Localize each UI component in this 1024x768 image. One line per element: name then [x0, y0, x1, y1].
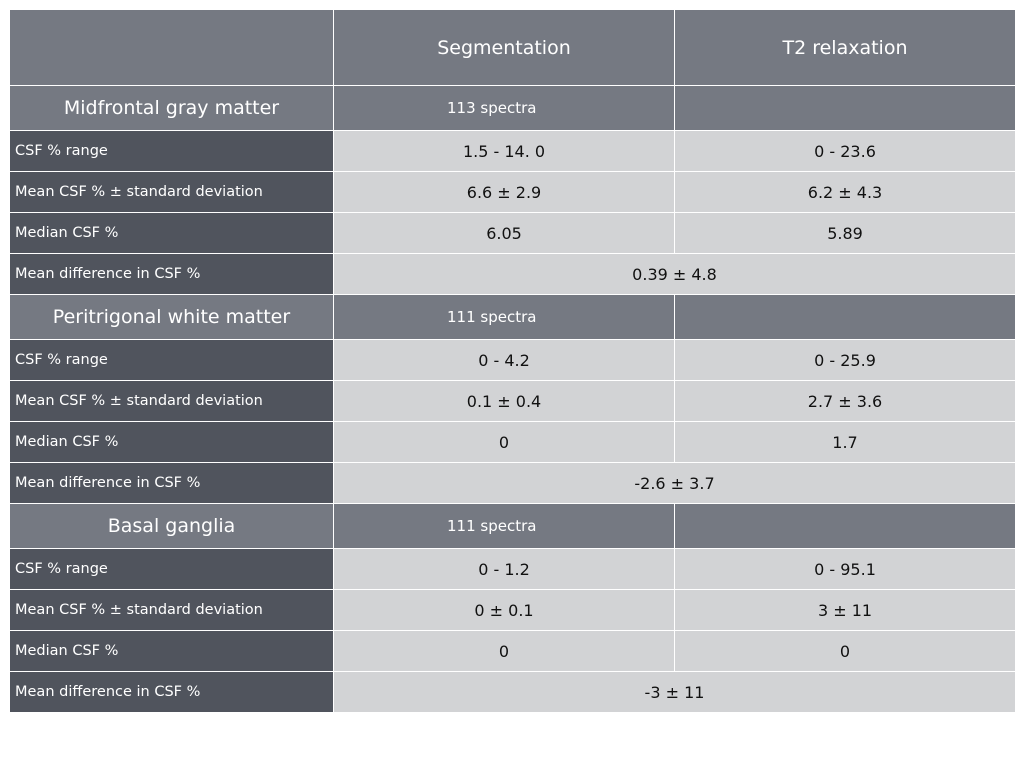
t2-value: 2.7 ± 3.6	[675, 381, 1015, 421]
segmentation-value: 0 - 1.2	[334, 549, 674, 589]
row-label-mean-difference: Mean difference in CSF %	[10, 463, 333, 503]
t2-value: 0 - 95.1	[675, 549, 1015, 589]
segmentation-value: 6.6 ± 2.9	[334, 172, 674, 212]
row-label-median: Median CSF %	[10, 213, 333, 253]
mean-difference-value: -2.6 ± 3.7	[334, 463, 1015, 503]
t2-value: 0 - 25.9	[675, 340, 1015, 380]
section-title-basal-ganglia: Basal ganglia	[10, 504, 333, 548]
segmentation-value: 1.5 - 14. 0	[334, 131, 674, 171]
section-spectra-count: 111 spectra	[334, 504, 674, 548]
row-label-csf-range: CSF % range	[10, 131, 333, 171]
section-spectra-count: 111 spectra	[334, 295, 674, 339]
row-label-mean-sd: Mean CSF % ± standard deviation	[10, 381, 333, 421]
header-segmentation: Segmentation	[334, 10, 674, 85]
row-label-median: Median CSF %	[10, 631, 333, 671]
section-title-peritrigonal: Peritrigonal white matter	[10, 295, 333, 339]
mean-difference-value: 0.39 ± 4.8	[334, 254, 1015, 294]
segmentation-value: 0	[334, 422, 674, 462]
row-label-csf-range: CSF % range	[10, 340, 333, 380]
row-label-csf-range: CSF % range	[10, 549, 333, 589]
row-label-mean-difference: Mean difference in CSF %	[10, 672, 333, 712]
section-empty-cell	[675, 86, 1015, 130]
row-label-median: Median CSF %	[10, 422, 333, 462]
segmentation-value: 0	[334, 631, 674, 671]
header-corner-cell	[10, 10, 333, 85]
section-title-midfrontal: Midfrontal gray matter	[10, 86, 333, 130]
t2-value: 1.7	[675, 422, 1015, 462]
csf-comparison-table: Segmentation T2 relaxation Midfrontal gr…	[10, 10, 1015, 712]
segmentation-value: 0.1 ± 0.4	[334, 381, 674, 421]
segmentation-value: 0 ± 0.1	[334, 590, 674, 630]
row-label-mean-difference: Mean difference in CSF %	[10, 254, 333, 294]
section-spectra-count: 113 spectra	[334, 86, 674, 130]
segmentation-value: 6.05	[334, 213, 674, 253]
section-empty-cell	[675, 295, 1015, 339]
segmentation-value: 0 - 4.2	[334, 340, 674, 380]
t2-value: 3 ± 11	[675, 590, 1015, 630]
section-empty-cell	[675, 504, 1015, 548]
header-t2-relaxation: T2 relaxation	[675, 10, 1015, 85]
t2-value: 0	[675, 631, 1015, 671]
mean-difference-value: -3 ± 11	[334, 672, 1015, 712]
t2-value: 6.2 ± 4.3	[675, 172, 1015, 212]
row-label-mean-sd: Mean CSF % ± standard deviation	[10, 172, 333, 212]
t2-value: 5.89	[675, 213, 1015, 253]
t2-value: 0 - 23.6	[675, 131, 1015, 171]
row-label-mean-sd: Mean CSF % ± standard deviation	[10, 590, 333, 630]
